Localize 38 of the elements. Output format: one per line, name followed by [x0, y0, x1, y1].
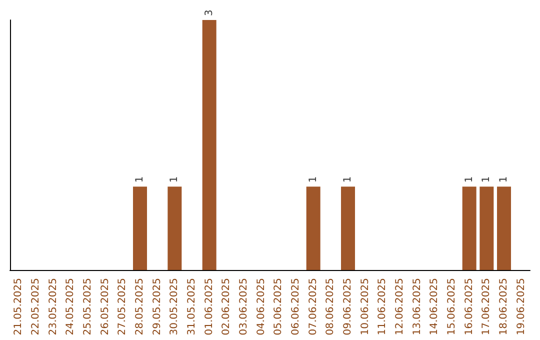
data-label: 1	[498, 176, 510, 183]
x-tick-label: 09.06.2025	[342, 278, 354, 336]
x-tick-label: 30.05.2025	[169, 278, 180, 336]
x-tick-label: 22.05.2025	[30, 278, 42, 336]
x-tick-label: 21.05.2025	[13, 278, 24, 336]
data-label: 1	[481, 176, 492, 183]
data-label: 1	[134, 176, 146, 183]
data-label: 3	[204, 10, 215, 16]
x-tick-label: 11.06.2025	[377, 278, 388, 336]
x-tick-label: 31.05.2025	[186, 278, 198, 336]
data-label: 1	[169, 176, 180, 183]
x-tick-label: 04.06.2025	[256, 278, 267, 336]
data-label: 1	[464, 176, 475, 183]
x-tick-label: 02.06.2025	[221, 278, 232, 336]
x-tick-label: 26.05.2025	[100, 278, 111, 336]
x-tick-label: 14.06.2025	[429, 278, 440, 336]
x-tick-label: 28.05.2025	[134, 278, 146, 336]
x-tick-label: 03.06.2025	[238, 278, 250, 336]
data-label: 1	[308, 176, 319, 183]
x-tick-label: 01.06.2025	[204, 278, 215, 336]
x-tick-label: 05.06.2025	[273, 278, 284, 336]
x-tick-label: 06.06.2025	[290, 278, 302, 336]
x-tick-label: 25.05.2025	[82, 278, 94, 336]
data-label: 1	[342, 176, 354, 183]
x-tick-label: 08.06.2025	[325, 278, 336, 336]
x-tick-label: 23.05.2025	[48, 278, 59, 336]
x-tick-label: 19.06.2025	[516, 278, 527, 336]
x-tick-label: 24.05.2025	[65, 278, 76, 336]
x-tick-label: 18.06.2025	[498, 278, 510, 336]
x-tick-label: 29.05.2025	[152, 278, 163, 336]
x-tick-label: 16.06.2025	[464, 278, 475, 336]
x-tick-label: 12.06.2025	[394, 278, 406, 336]
x-tick-label: 10.06.2025	[360, 278, 371, 336]
x-tick-label: 15.06.2025	[446, 278, 458, 336]
x-tick-label: 07.06.2025	[308, 278, 319, 336]
x-tick-label: 13.06.2025	[412, 278, 423, 336]
x-tick-label: 17.06.2025	[481, 278, 492, 336]
x-tick-label: 27.05.2025	[117, 278, 128, 336]
